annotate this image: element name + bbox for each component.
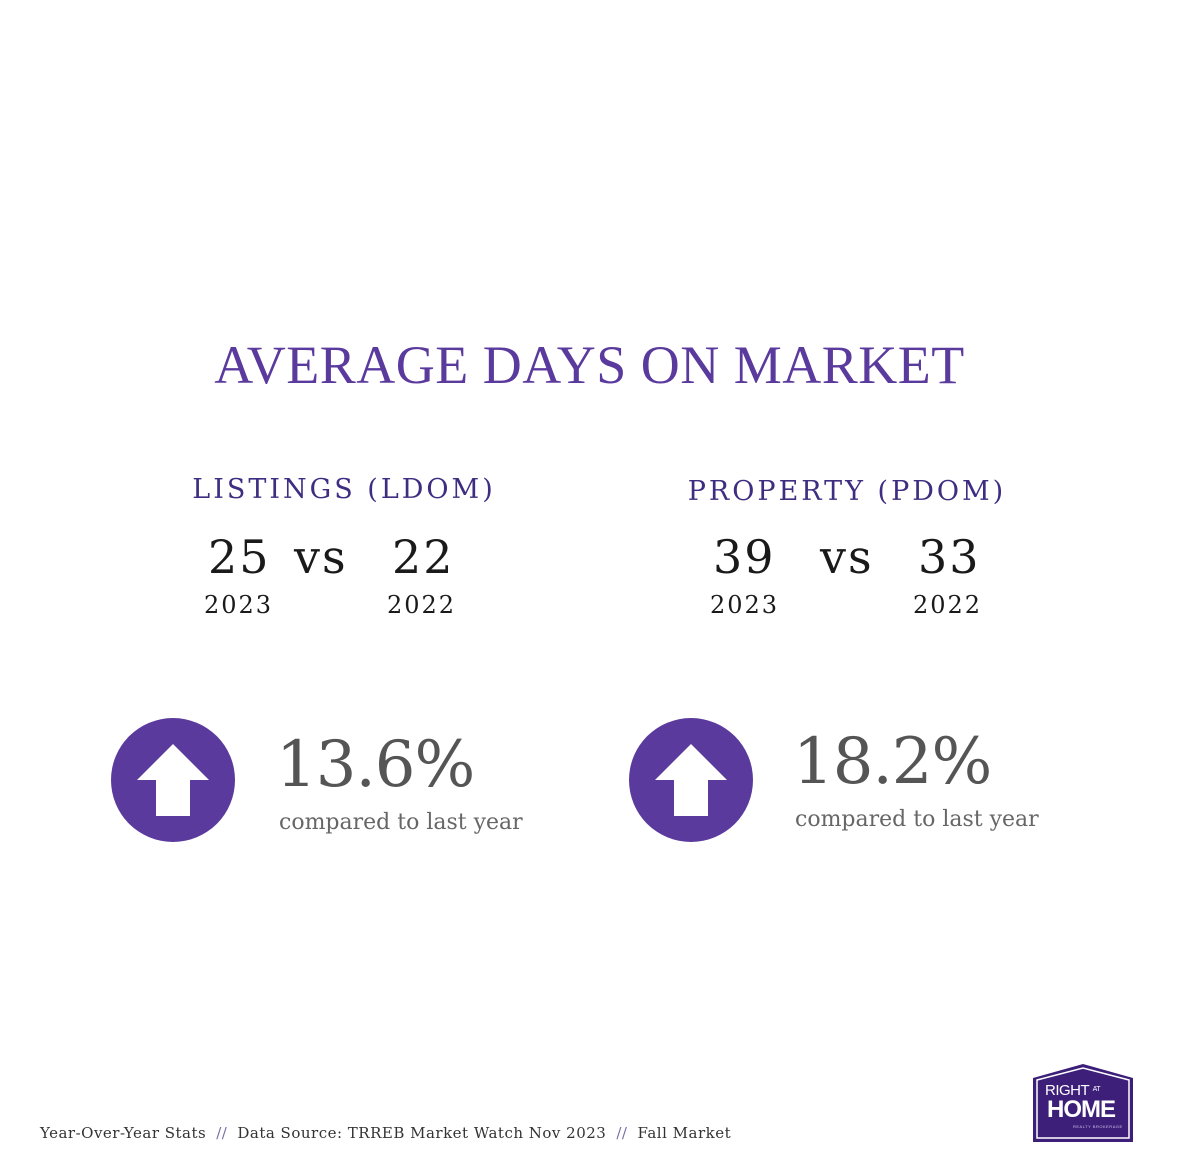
property-change-note: compared to last year xyxy=(795,807,1039,832)
footer-stats-label: Year-Over-Year Stats xyxy=(40,1124,207,1142)
listings-year-2022: 2022 xyxy=(387,591,457,619)
arrow-up-icon xyxy=(629,718,753,842)
footer-caption: Year-Over-Year Stats // Data Source: TRREB… xyxy=(40,1124,731,1142)
property-heading: PROPERTY (PDOM) xyxy=(687,476,1007,507)
property-value-2023: 39 xyxy=(713,530,776,584)
property-vs: vs xyxy=(820,530,874,584)
listings-vs: vs xyxy=(294,530,348,584)
listings-value-2023: 25 xyxy=(208,530,271,584)
brand-logo: RIGHT AT HOME REALTY BROKERAGE xyxy=(1031,1062,1135,1144)
logo-word-home: HOME xyxy=(1047,1096,1116,1123)
listings-year-2023: 2023 xyxy=(204,591,274,619)
logo-tagline: REALTY BROKERAGE xyxy=(1073,1124,1123,1129)
property-value-2022: 33 xyxy=(918,530,981,584)
listings-heading: LISTINGS (LDOM) xyxy=(192,474,496,505)
listings-change-note: compared to last year xyxy=(279,810,523,835)
footer-source-label: Data Source: TRREB Market Watch Nov 2023 xyxy=(237,1124,607,1142)
house-logo-icon xyxy=(1033,1064,1133,1142)
footer-season-label: Fall Market xyxy=(637,1124,732,1142)
footer-separator: // xyxy=(216,1124,228,1142)
footer-separator: // xyxy=(616,1124,628,1142)
logo-word-right: RIGHT xyxy=(1045,1082,1089,1099)
logo-word-at: AT xyxy=(1092,1086,1101,1093)
arrow-up-icon xyxy=(111,718,235,842)
page-title: AVERAGE DAYS ON MARKET xyxy=(214,335,965,395)
property-year-2023: 2023 xyxy=(710,591,780,619)
listings-value-2022: 22 xyxy=(392,530,455,584)
property-year-2022: 2022 xyxy=(913,591,983,619)
property-change-percent: 18.2% xyxy=(793,725,992,799)
listings-change-percent: 13.6% xyxy=(276,728,475,802)
